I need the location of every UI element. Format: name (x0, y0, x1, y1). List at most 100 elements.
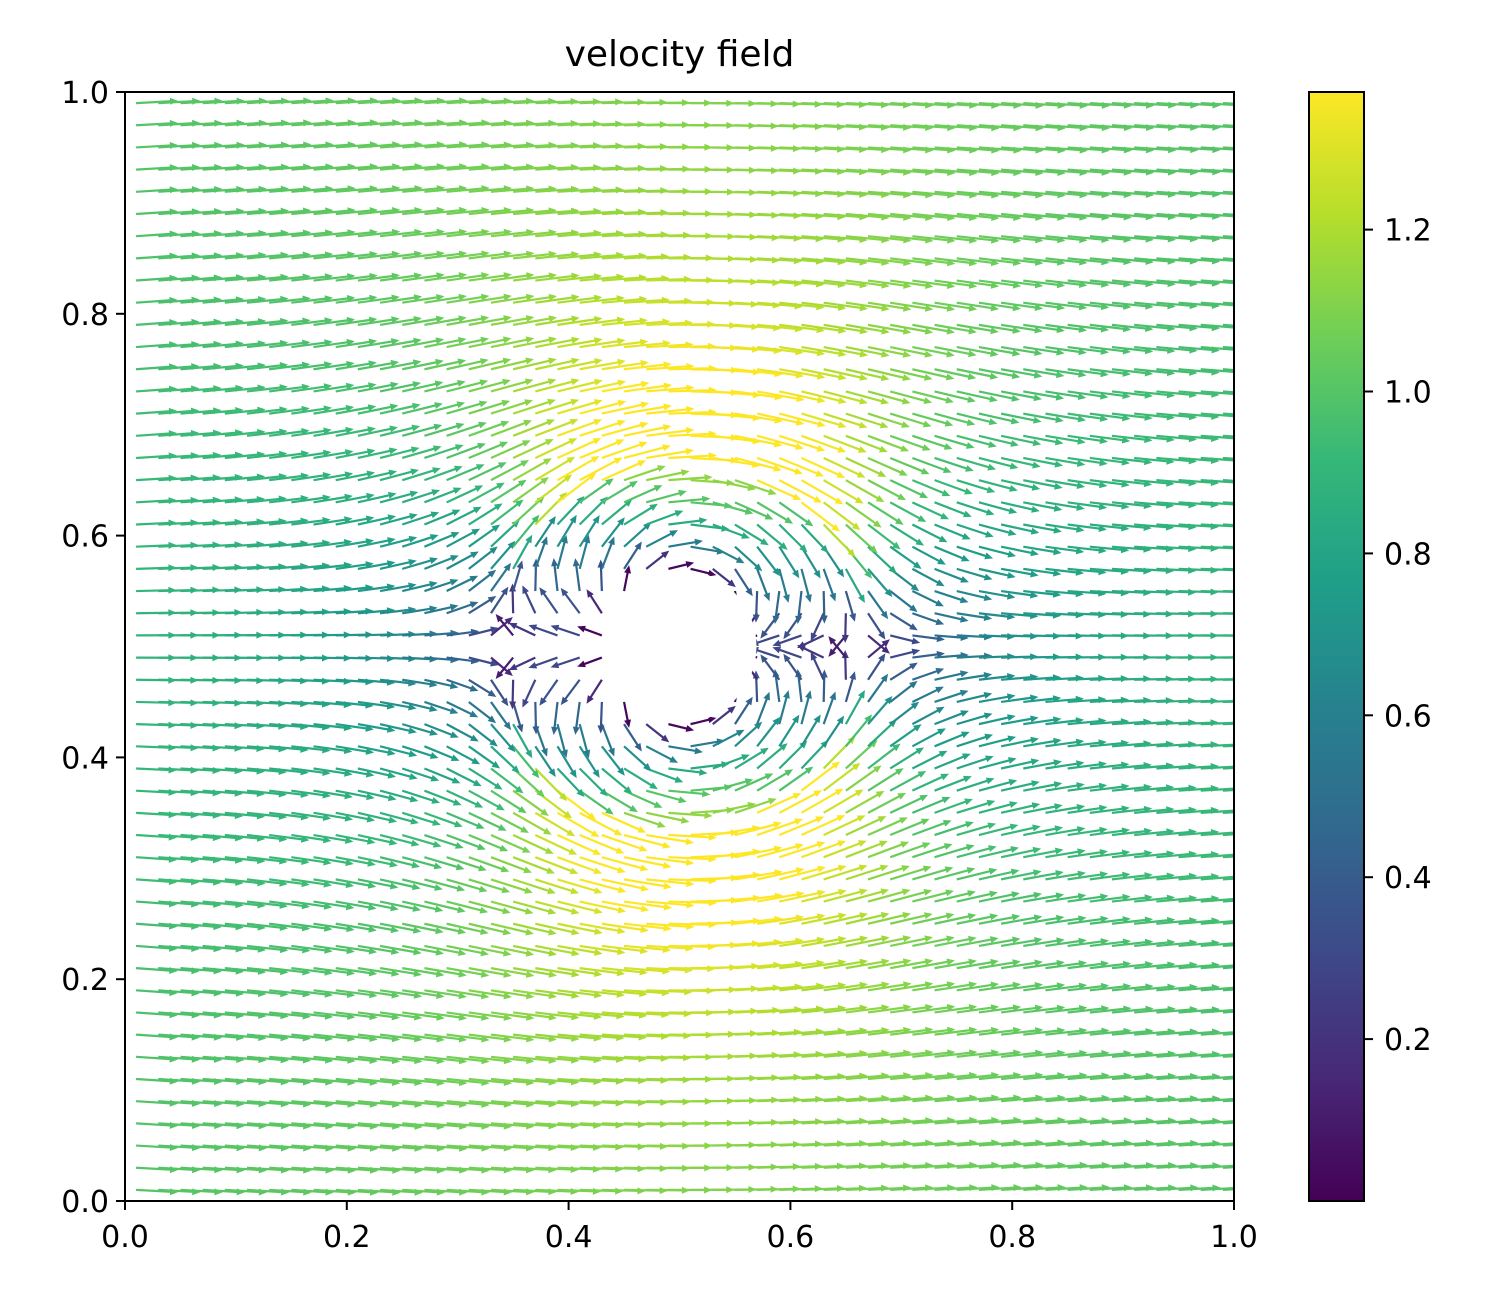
velocity-arrow (845, 479, 885, 503)
velocity-arrow (1023, 759, 1062, 770)
velocity-arrow (956, 958, 999, 970)
velocity-arrow (712, 568, 736, 588)
velocity-arrow (956, 755, 994, 770)
velocity-arrow (556, 767, 585, 798)
y-tick-label: 0.2 (61, 963, 109, 998)
velocity-arrow (402, 315, 445, 326)
velocity-arrow (535, 357, 580, 371)
velocity-arrow (956, 412, 998, 426)
velocity-arrow (512, 811, 552, 835)
velocity-arrow (379, 745, 418, 758)
velocity-arrow (956, 981, 999, 992)
velocity-arrow (468, 315, 512, 326)
velocity-arrow (1045, 479, 1086, 489)
velocity-arrow (646, 469, 690, 482)
velocity-arrow (446, 767, 482, 787)
velocity-arrow (889, 842, 931, 859)
velocity-arrow (1023, 323, 1065, 334)
velocity-arrow (867, 768, 904, 792)
velocity-arrow (1000, 715, 1039, 726)
velocity-arrow (867, 865, 910, 881)
velocity-arrow (446, 575, 479, 593)
velocity-arrow (890, 279, 934, 289)
velocity-arrow (379, 315, 422, 326)
velocity-arrow (823, 368, 869, 381)
velocity-arrow (956, 279, 1000, 289)
velocity-arrow (1000, 936, 1043, 948)
velocity-arrow (556, 745, 577, 779)
velocity-arrow (468, 989, 512, 1000)
velocity-arrow (1000, 589, 1039, 599)
velocity-arrow (668, 538, 703, 548)
velocity-arrow (601, 460, 647, 482)
colorbar-tick-label: 1.0 (1384, 376, 1432, 411)
velocity-arrow (560, 587, 581, 614)
velocity-arrow (578, 534, 591, 570)
velocity-arrow (424, 272, 468, 282)
velocity-arrow (734, 773, 774, 792)
velocity-arrow (401, 723, 439, 736)
velocity-arrow (1222, 1188, 1234, 1192)
velocity-arrow (446, 944, 489, 957)
velocity-arrow (512, 745, 540, 779)
velocity-arrow (867, 841, 910, 859)
velocity-arrow (1045, 870, 1086, 881)
velocity-arrow (756, 568, 770, 602)
velocity-arrow (1000, 345, 1043, 357)
velocity-arrow (1200, 168, 1234, 173)
x-tick-label: 0.8 (988, 1220, 1036, 1255)
velocity-arrow (934, 456, 974, 472)
velocity-arrow (468, 967, 512, 978)
velocity-arrow (912, 667, 945, 681)
velocity-arrow (756, 843, 804, 859)
velocity-arrow (668, 767, 708, 776)
velocity-arrow (1200, 1142, 1234, 1147)
velocity-arrow (978, 913, 1021, 925)
velocity-arrow (772, 634, 802, 647)
velocity-arrow (756, 456, 803, 475)
velocity-arrow (446, 379, 489, 393)
velocity-arrow (867, 981, 912, 992)
velocity-arrow (867, 935, 912, 948)
velocity-arrow (379, 468, 419, 482)
velocity-arrow (1023, 892, 1065, 903)
velocity-arrow (623, 522, 652, 548)
velocity-arrow (820, 591, 828, 624)
velocity-arrow (934, 323, 977, 335)
velocity-arrow (512, 723, 533, 759)
velocity-arrow (823, 840, 867, 859)
velocity-arrow (446, 745, 481, 765)
velocity-arrow (1200, 124, 1234, 129)
velocity-arrow (845, 323, 890, 335)
velocity-arrow (446, 922, 489, 935)
velocity-arrow (934, 479, 973, 495)
velocity-arrow (313, 789, 353, 800)
velocity-arrow (778, 546, 800, 579)
velocity-arrow (424, 465, 463, 482)
velocity-arrow (401, 767, 440, 782)
velocity-arrow (956, 733, 994, 748)
velocity-arrow (889, 724, 922, 748)
velocity-arrow (1222, 212, 1234, 216)
velocity-arrow (1045, 960, 1087, 970)
velocity-arrow (1067, 368, 1109, 378)
velocity-arrow (446, 400, 488, 415)
velocity-arrow (956, 845, 997, 859)
velocity-arrow (645, 789, 687, 804)
velocity-arrow (490, 315, 535, 326)
velocity-arrow (867, 345, 912, 358)
velocity-arrow (335, 448, 376, 460)
velocity-arrow (978, 868, 1020, 881)
velocity-arrow (867, 590, 889, 620)
velocity-arrow (136, 855, 177, 863)
velocity-arrow (1222, 1143, 1234, 1147)
velocity-arrow (1222, 678, 1234, 681)
velocity-arrow (586, 589, 603, 614)
velocity-arrow (534, 398, 580, 415)
velocity-arrow (490, 272, 535, 282)
velocity-arrow (490, 617, 513, 637)
velocity-arrow (756, 434, 804, 450)
velocity-arrow (934, 670, 969, 681)
velocity-arrow (528, 656, 558, 669)
velocity-arrow (956, 671, 993, 681)
